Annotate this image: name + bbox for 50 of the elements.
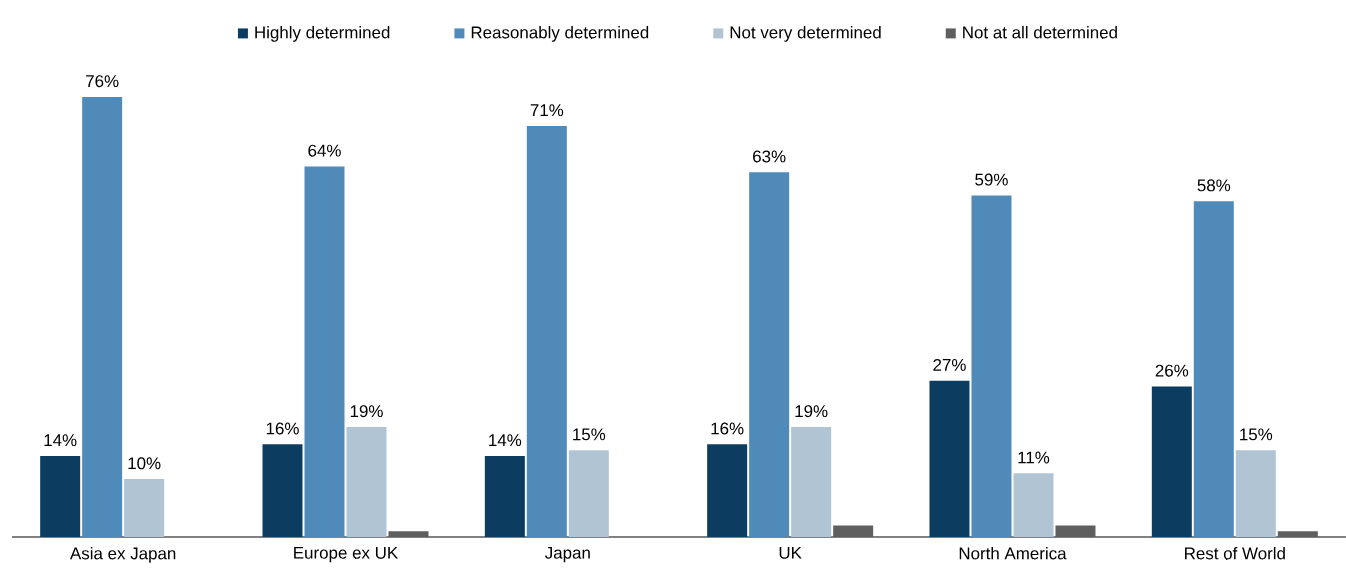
data-label: 19% (795, 405, 828, 418)
data-label: 58% (1197, 179, 1231, 192)
x-tick-label: Asia ex Japan (70, 546, 176, 563)
bar (304, 166, 345, 537)
bar (346, 427, 387, 537)
data-label: 26% (1155, 364, 1189, 377)
data-label: 64% (308, 144, 341, 157)
data-label: 27% (933, 358, 966, 371)
legend-label: Reasonably determined (471, 26, 649, 42)
data-label: 76% (86, 75, 119, 88)
data-label: 16% (266, 422, 299, 435)
bar (1013, 473, 1054, 537)
bar (124, 479, 165, 537)
x-tick-label: Rest of World (1185, 546, 1285, 560)
bar (40, 455, 81, 537)
bar (568, 450, 609, 537)
data-label: 10% (128, 457, 161, 470)
data-label: 71% (530, 104, 564, 117)
bar (526, 125, 567, 537)
bar (1193, 201, 1234, 537)
data-label: 16% (711, 422, 744, 435)
bar (82, 97, 123, 537)
data-label: 15% (1240, 428, 1273, 441)
legend-label: Highly determined (255, 26, 390, 42)
bar (262, 444, 303, 537)
bar (1235, 450, 1276, 537)
legend-label: Not at all determined (963, 26, 1117, 39)
data-label: 11% (1018, 451, 1050, 464)
bar (971, 195, 1012, 537)
bar (791, 427, 832, 537)
bar (388, 531, 429, 537)
legend-label: Not very determined (730, 26, 881, 42)
x-tick-label: UK (779, 546, 802, 559)
x-tick-label: Japan (545, 546, 590, 563)
data-label: 14% (489, 434, 522, 447)
bar (1055, 525, 1096, 537)
bar (833, 525, 874, 537)
data-label: 14% (44, 434, 77, 447)
data-label: 19% (350, 405, 383, 418)
bar (929, 380, 970, 537)
x-tick-label: Europe ex UK (294, 546, 398, 563)
bar (484, 455, 525, 537)
bar (707, 444, 748, 537)
bar (1277, 531, 1318, 537)
bar (1151, 386, 1192, 537)
bar (749, 172, 790, 537)
data-label: 63% (753, 150, 786, 163)
data-label: 59% (975, 173, 1008, 186)
x-tick-label: North America (959, 546, 1067, 560)
data-label: 15% (573, 428, 606, 441)
